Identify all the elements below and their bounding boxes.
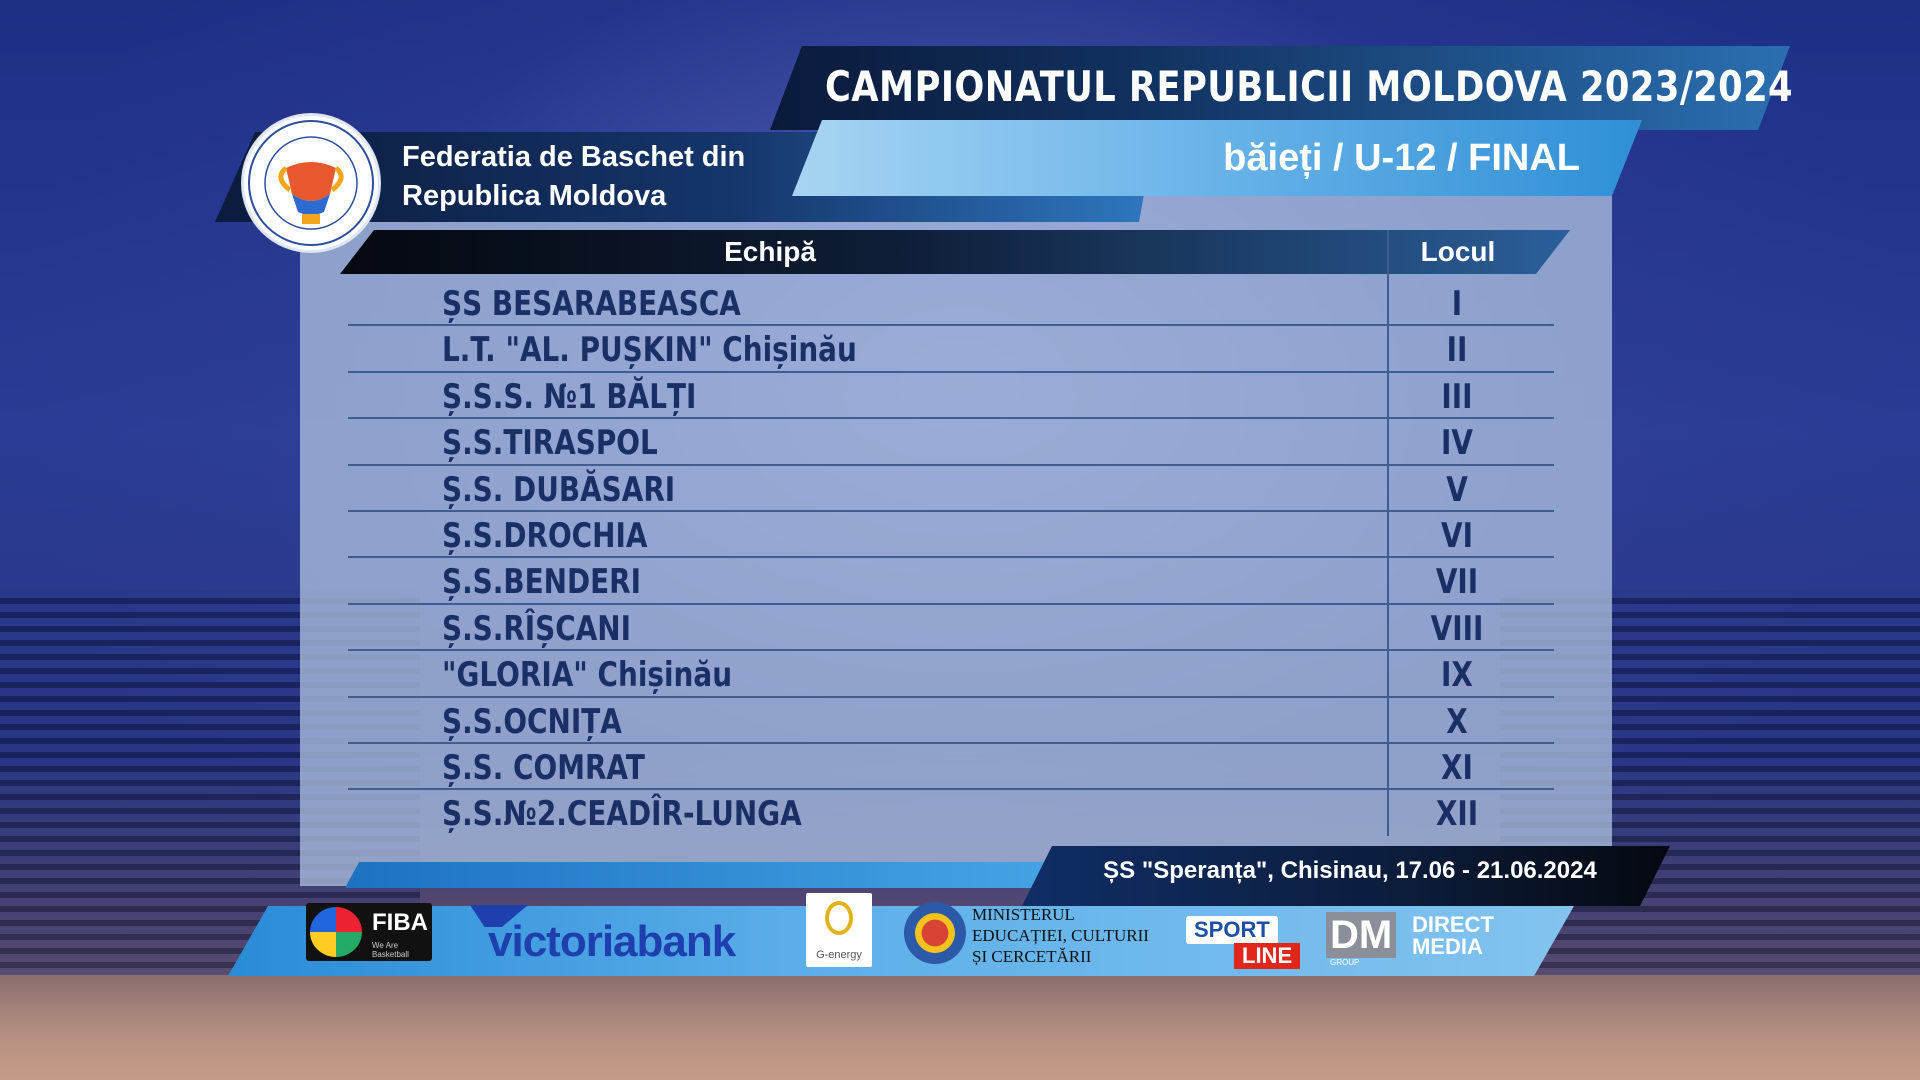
team-place: IX xyxy=(1441,655,1473,696)
fiba-label: FIBA xyxy=(372,909,428,936)
venue-accent-strip xyxy=(345,862,1085,888)
coat-of-arms-icon xyxy=(904,902,966,964)
column-divider xyxy=(1387,230,1389,836)
dm-media: MEDIA xyxy=(1412,934,1483,959)
court-floor xyxy=(0,975,1920,1080)
fiba-tagline: We Are Basketball xyxy=(372,941,409,959)
federation-name-line2: Republica Moldova xyxy=(402,180,667,212)
team-name: Ș.S.RÎȘCANI xyxy=(442,608,632,649)
table-row: Ș.S.RÎȘCANI VIII xyxy=(348,605,1554,652)
ministry-logo: MINISTERUL EDUCAȚIEI, CULTURII ȘI CERCET… xyxy=(904,900,1168,968)
sportline-bottom: LINE xyxy=(1234,943,1301,969)
fiba-logo: FIBA We Are Basketball xyxy=(306,903,432,961)
table-row: Ș.S. COMRAT XI xyxy=(348,744,1554,791)
team-place: I xyxy=(1451,284,1463,324)
team-name: Ș.S.DROCHIA xyxy=(442,515,648,556)
victoriabank-wordmark: victoriabank xyxy=(488,917,736,966)
venue-dates: ȘS "Speranța", Chisinau, 17.06 - 21.06.2… xyxy=(1103,857,1597,884)
federation-name-line1: Federatia de Baschet din xyxy=(402,141,746,173)
federation-name: Federatia de Baschet din Republica Moldo… xyxy=(402,138,762,216)
team-name: Ș.S. DUBĂSARI xyxy=(442,469,676,510)
team-name: L.T. "AL. PUȘKIN" Chișinău xyxy=(442,330,857,371)
ministry-line3: ȘI CERCETĂRII xyxy=(972,947,1092,966)
team-place: II xyxy=(1446,330,1468,371)
team-name: ȘS BESARABEASCA xyxy=(442,284,741,324)
championship-title: CAMPIONATUL REPUBLICII MOLDOVA 2023/2024 xyxy=(825,62,1794,111)
team-place: VII xyxy=(1435,562,1479,603)
dm-words: DIRECT MEDIA xyxy=(1412,914,1494,958)
ministry-name: MINISTERUL EDUCAȚIEI, CULTURII ȘI CERCET… xyxy=(972,904,1149,967)
lightbulb-icon xyxy=(825,901,853,935)
header-team: Echipă xyxy=(724,236,816,267)
table-header xyxy=(340,230,1570,274)
team-place: VI xyxy=(1441,515,1473,556)
genergy-logo: G-energy xyxy=(806,893,872,967)
team-name: Ș.S.BENDERI xyxy=(442,562,642,603)
table-row: Ș.S.S. №1 BĂLȚI III xyxy=(348,373,1554,420)
category-bar xyxy=(792,120,1642,196)
table-row: Ș.S.DROCHIA VI xyxy=(348,512,1554,559)
table-row: Ș.S.OCNIȚA X xyxy=(348,698,1554,744)
federation-logo xyxy=(244,116,378,250)
table-row: Ș.S.TIRASPOL IV xyxy=(348,419,1554,466)
team-place: XII xyxy=(1435,794,1479,835)
team-place: III xyxy=(1441,376,1473,417)
header-place: Locul xyxy=(1420,236,1496,267)
category-label: băieți / U-12 / FINAL xyxy=(1223,137,1580,179)
dm-group: GROUP xyxy=(1330,958,1360,967)
team-place: V xyxy=(1446,469,1468,510)
table-row: Ș.S.№2.CEADÎR-LUNGA XII xyxy=(348,790,1554,836)
table-row: L.T. "AL. PUȘKIN" Chișinău II xyxy=(348,326,1554,373)
sportline-logo: SPORT LINE xyxy=(1186,916,1301,972)
victoriabank-logo: victoriabank xyxy=(470,905,770,966)
ministry-line2: EDUCAȚIEI, CULTURII xyxy=(972,926,1149,945)
standings-panel xyxy=(300,196,1612,886)
dm-letters: DM xyxy=(1326,912,1397,958)
team-name: "GLORIA" Chișinău xyxy=(442,655,733,696)
team-name: Ș.S.S. №1 BĂLȚI xyxy=(442,376,697,417)
standings-table: ȘS BESARABEASCA I L.T. "AL. PUȘKIN" Chiși… xyxy=(348,280,1554,837)
team-place: XI xyxy=(1441,747,1473,788)
dm-direct: DIRECT xyxy=(1412,912,1494,937)
team-name: Ș.S.№2.CEADÎR-LUNGA xyxy=(442,794,802,835)
team-place: X xyxy=(1446,701,1468,742)
ministry-line1: MINISTERUL xyxy=(972,905,1075,924)
direct-media-logo: DM DIRECT MEDIA GROUP xyxy=(1326,912,1494,968)
team-name: Ș.S. COMRAT xyxy=(442,747,645,788)
team-place: IV xyxy=(1441,423,1473,464)
table-row: Ș.S. DUBĂSARI V xyxy=(348,466,1554,512)
table-row: ȘS BESARABEASCA I xyxy=(348,280,1554,327)
title-bar xyxy=(770,46,1790,130)
team-name: Ș.S.TIRASPOL xyxy=(442,423,658,464)
basketball-cup-icon xyxy=(248,120,374,246)
table-row: "GLORIA" Chișinău IX xyxy=(348,651,1554,698)
venue-bar xyxy=(1022,846,1670,906)
team-place: VIII xyxy=(1430,608,1484,649)
basketball-globe-icon xyxy=(310,907,362,957)
genergy-label: G-energy xyxy=(816,949,862,961)
team-name: Ș.S.OCNIȚA xyxy=(442,701,622,742)
sportline-top: SPORT xyxy=(1186,916,1278,944)
table-row: Ș.S.BENDERI VII xyxy=(348,558,1554,605)
